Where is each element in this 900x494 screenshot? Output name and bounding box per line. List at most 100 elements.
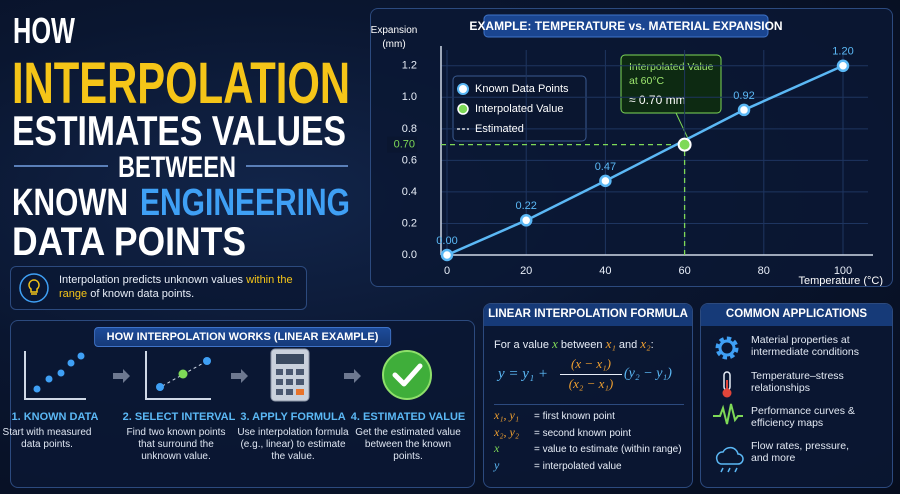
data-point <box>836 59 850 73</box>
chart-panel: EXAMPLE: TEMPERATURE vs. MATERIAL EXPANS… <box>370 8 893 287</box>
formula-intro-part: For a value <box>494 339 553 351</box>
x-tick-label: 60 <box>678 265 690 277</box>
application-text: Material properties at intermediate cond… <box>751 334 859 358</box>
formula-title: LINEAR INTERPOLATION FORMULA <box>488 308 688 320</box>
headline-line: HOW <box>13 10 75 51</box>
intro-highlight: within the range <box>59 274 293 300</box>
arrow <box>344 369 361 383</box>
intro-part: Interpolation predicts unknown values <box>59 274 247 286</box>
definition-symbol: x <box>494 441 500 455</box>
y-tick-label: 0.6 <box>402 154 417 166</box>
data-point <box>440 248 454 262</box>
formula-intro-part: and <box>615 339 641 351</box>
y-axis-label: Expansion <box>371 25 417 36</box>
equation-denominator: (x₂ − x₁) <box>568 376 614 391</box>
x-tick-label: 40 <box>599 265 611 277</box>
arrow <box>231 369 248 383</box>
y-tick-label: 1.0 <box>402 91 417 103</box>
callout-value: ≈ 0.70 mm <box>629 93 686 107</box>
equation-left: y = y₁ + <box>498 366 549 382</box>
icon-check <box>382 350 432 400</box>
step-text: Use interpolation formula (e.g., linear)… <box>237 427 349 462</box>
formula-var: x₂ <box>640 336 651 351</box>
headline-line: ESTIMATES VALUES <box>12 107 346 154</box>
legend-label: Known Data Points <box>475 83 569 95</box>
definition-text: = second known point <box>534 427 632 439</box>
data-label: 1.20 <box>832 46 853 58</box>
icon-known-data <box>24 351 86 400</box>
interpolated-point <box>677 137 692 152</box>
headline-line: DATA POINTS <box>12 220 246 262</box>
legend-box <box>452 75 587 142</box>
chart-title-pill <box>483 14 769 38</box>
data-label: 0.47 <box>595 161 616 173</box>
y-tick-label: 0.0 <box>402 249 417 261</box>
y-axis-label: (mm) <box>382 39 405 50</box>
definition-symbol: x₂, y₂ <box>494 424 519 439</box>
legend-marker <box>457 103 469 115</box>
formula-panel: LINEAR INTERPOLATION FORMULA For a value… <box>483 303 693 488</box>
application-text: Temperature–stress relationships <box>751 370 844 394</box>
step-text: Find two known points that surround the … <box>126 427 226 462</box>
headline-line: KNOWN <box>12 182 128 224</box>
flow-icon <box>715 446 744 473</box>
intro-text: Interpolation predicts unknown values wi… <box>59 273 299 301</box>
formula-var: x <box>552 336 558 351</box>
headline: HOW INTERPOLATION ESTIMATES VALUES BETWE… <box>12 10 350 262</box>
callout-box <box>620 54 722 114</box>
thermometer-icon <box>722 371 732 398</box>
formula-intro-part: between <box>557 339 606 351</box>
intro-box: Interpolation predicts unknown values wi… <box>10 266 307 310</box>
chart-title: EXAMPLE: TEMPERATURE vs. MATERIAL EXPANS… <box>469 19 782 33</box>
step-title: 2. SELECT INTERVAL <box>122 411 236 423</box>
step-title: 1. KNOWN DATA <box>11 411 99 423</box>
equation-right: (y₂ − y₁) <box>624 366 672 381</box>
definition-text: = interpolated value <box>534 460 622 472</box>
data-label: 0.22 <box>515 200 536 212</box>
definition-text: = value to estimate (within range) <box>534 444 682 455</box>
icon-select-interval <box>145 351 211 400</box>
definition: x = value to estimate (within range) <box>494 441 689 458</box>
formula-var: x₁ <box>605 336 616 351</box>
icon-calculator <box>270 348 310 402</box>
step-text: Get the estimated value between the know… <box>355 427 461 462</box>
definition-text: = first known point <box>534 411 615 422</box>
y-tick-label: 0.8 <box>402 123 417 135</box>
arrow <box>113 369 130 383</box>
callout-text: Interpolated Value <box>629 61 714 73</box>
x-axis-label: Temperature (°C) <box>799 275 883 286</box>
y-marker-box <box>387 136 417 153</box>
data-point <box>737 103 751 117</box>
chart: EXAMPLE: TEMPERATURE vs. MATERIAL EXPANS… <box>371 14 883 286</box>
bulb-icon <box>19 273 49 303</box>
legend-label: Interpolated Value <box>475 103 563 115</box>
definition-symbol: y <box>494 457 500 472</box>
headline-line: INTERPOLATION <box>12 51 350 116</box>
data-point <box>519 214 533 227</box>
step-text: Start with measured data points. <box>2 427 92 450</box>
definition: y = interpolated value <box>494 458 689 475</box>
steps-title: HOW INTERPOLATION WORKS (LINEAR EXAMPLE) <box>93 327 392 347</box>
y-tick-label: 0.2 <box>402 217 417 229</box>
headline-line: BETWEEN <box>118 151 236 184</box>
x-tick-label: 20 <box>520 265 532 277</box>
x-tick-label: 100 <box>834 265 852 277</box>
data-label: 0.00 <box>436 235 457 247</box>
data-point <box>599 174 612 188</box>
x-tick-label: 0 <box>444 265 450 277</box>
legend-label: Estimated <box>475 123 524 135</box>
data-label: 0.92 <box>733 90 754 102</box>
y-tick-label: 1.2 <box>402 60 417 72</box>
definitions: x₁, y₁ = first known point x₂, y₂ = second… <box>494 408 689 474</box>
equation-numerator: (x − x₁) <box>560 356 622 375</box>
definition-symbol: x₁, y₁ <box>494 408 519 422</box>
pulse-icon <box>713 403 743 425</box>
applications-title: COMMON APPLICATIONS <box>725 308 868 320</box>
application-text: Performance curves & efficiency maps <box>751 405 855 429</box>
formula-intro: For a value x between x₁ and x₂: <box>494 336 654 352</box>
applications-panel: COMMON APPLICATIONS Material properties … <box>700 303 893 488</box>
application-icons <box>713 336 744 473</box>
formula-intro-part: : <box>650 339 654 351</box>
gear-icon <box>715 336 739 360</box>
